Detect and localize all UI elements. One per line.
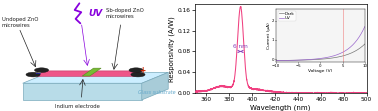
- Text: UV: UV: [89, 9, 103, 18]
- Y-axis label: Current (μA): Current (μA): [266, 22, 271, 49]
- Text: −: −: [34, 69, 40, 78]
- Polygon shape: [82, 68, 101, 76]
- Dark: [290, 60, 294, 61]
- Y-axis label: Responsivity (A/W): Responsivity (A/W): [169, 16, 175, 82]
- Dark: [314, 59, 318, 60]
- UV: [326, 56, 330, 58]
- Ellipse shape: [129, 68, 143, 72]
- X-axis label: Voltage (V): Voltage (V): [308, 69, 333, 73]
- Text: Indium electrode: Indium electrode: [55, 104, 100, 109]
- Text: Undoped ZnO
microwires: Undoped ZnO microwires: [2, 17, 38, 28]
- Dark: [363, 43, 367, 45]
- Dark: [326, 58, 330, 59]
- UV: [290, 60, 294, 61]
- Text: Sb-doped ZnO
microwires: Sb-doped ZnO microwires: [106, 8, 144, 19]
- UV: [333, 55, 338, 56]
- UV: [341, 52, 345, 53]
- UV: [274, 60, 278, 61]
- UV: [296, 59, 301, 61]
- Line: Dark: Dark: [276, 44, 365, 60]
- Ellipse shape: [131, 72, 145, 77]
- Polygon shape: [23, 72, 168, 83]
- UV: [363, 26, 367, 27]
- Polygon shape: [37, 71, 142, 76]
- X-axis label: Wavelength (nm): Wavelength (nm): [251, 104, 311, 111]
- Ellipse shape: [34, 68, 49, 72]
- Legend: Dark, UV: Dark, UV: [278, 11, 296, 21]
- Text: Glass substrate: Glass substrate: [138, 90, 176, 95]
- Line: UV: UV: [276, 27, 365, 61]
- Text: 6 nm: 6 nm: [233, 44, 248, 49]
- Dark: [341, 55, 345, 57]
- Ellipse shape: [26, 72, 40, 77]
- Text: +: +: [139, 66, 146, 75]
- Dark: [296, 59, 301, 61]
- Dark: [333, 57, 338, 58]
- Polygon shape: [142, 72, 168, 100]
- Polygon shape: [23, 83, 142, 100]
- Dark: [274, 60, 278, 61]
- UV: [314, 58, 318, 60]
